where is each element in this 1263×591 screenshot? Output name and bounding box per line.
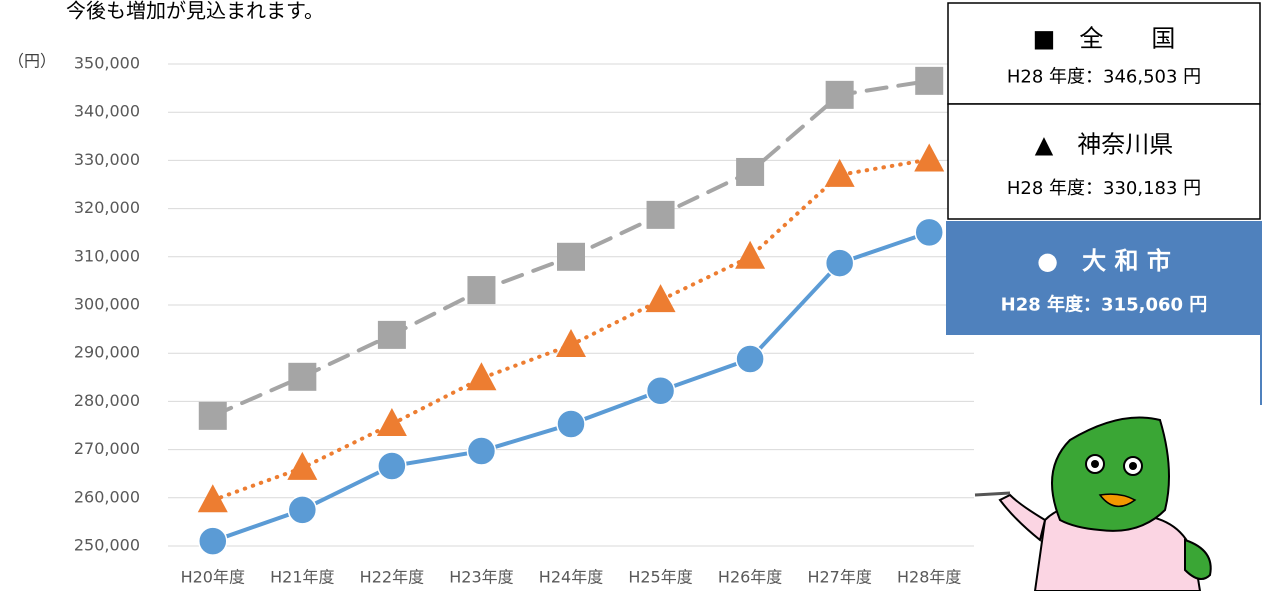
marker bbox=[198, 401, 227, 430]
x-tick-label: H21年度 bbox=[270, 568, 334, 587]
y-tick-label: 270,000 bbox=[74, 439, 140, 458]
marker bbox=[914, 217, 944, 248]
marker bbox=[287, 495, 318, 525]
x-tick-label: H24年度 bbox=[539, 568, 603, 587]
marker bbox=[915, 66, 944, 95]
caption: 今後も増加が見込まれます。 bbox=[66, 0, 324, 23]
x-tick-label: H25年度 bbox=[628, 568, 692, 587]
legend-box bbox=[946, 221, 1262, 335]
marker bbox=[914, 143, 945, 172]
marker bbox=[735, 344, 765, 374]
legend-label: ■ 全 国 bbox=[1033, 24, 1176, 52]
marker bbox=[287, 451, 318, 480]
series-line bbox=[210, 230, 932, 544]
marker bbox=[556, 329, 586, 358]
x-tick-label: H20年度 bbox=[181, 568, 245, 587]
y-tick-label: 350,000 bbox=[74, 54, 140, 73]
y-tick-label: 320,000 bbox=[74, 198, 140, 217]
marker bbox=[556, 409, 586, 439]
x-tick-label: H28年度 bbox=[897, 568, 961, 587]
marker bbox=[557, 242, 585, 271]
x-tick-label: H23年度 bbox=[449, 568, 513, 587]
marker bbox=[466, 362, 497, 391]
marker bbox=[645, 284, 676, 313]
legend-label: ● 大 和 市 bbox=[1037, 247, 1171, 275]
y-tick-label: 250,000 bbox=[74, 536, 140, 555]
marker bbox=[377, 451, 407, 481]
marker bbox=[377, 320, 406, 349]
y-tick-label: 300,000 bbox=[74, 295, 140, 314]
y-tick-label: 260,000 bbox=[74, 487, 140, 506]
marker bbox=[645, 376, 676, 406]
legend-value: H28 年度：315,060 円 bbox=[1001, 293, 1208, 315]
marker bbox=[198, 526, 228, 556]
legend-box bbox=[947, 103, 1261, 220]
marker bbox=[466, 436, 497, 466]
y-tick-label: 340,000 bbox=[74, 102, 140, 121]
marker bbox=[736, 157, 765, 186]
x-tick-label: H26年度 bbox=[718, 568, 782, 587]
marker bbox=[824, 158, 855, 187]
marker bbox=[824, 248, 855, 278]
legend: ■ 全 国 H28 年度：346,503 円 ▲ 神奈川県 H28 年度：330,18… bbox=[946, 2, 1262, 405]
marker bbox=[197, 484, 228, 513]
marker bbox=[467, 276, 496, 305]
marker bbox=[376, 408, 407, 437]
y-tick-label: 310,000 bbox=[74, 246, 140, 265]
x-tick-label: H22年度 bbox=[360, 568, 424, 587]
x-tick-label: H27年度 bbox=[807, 568, 871, 587]
plot-area: 250,000 260,000 270,000 280,000 290,000 300,0… bbox=[74, 54, 974, 587]
marker bbox=[646, 200, 675, 229]
legend-value: H28 年度：330,183 円 bbox=[1007, 178, 1201, 199]
marker bbox=[288, 362, 317, 391]
marker bbox=[735, 240, 766, 269]
y-unit: （円） bbox=[8, 52, 56, 71]
legend-label: ▲ 神奈川県 bbox=[1035, 130, 1173, 158]
y-tick-label: 330,000 bbox=[74, 150, 140, 169]
y-tick-label: 290,000 bbox=[74, 343, 140, 362]
legend-value: H28 年度：346,503 円 bbox=[1007, 67, 1201, 88]
legend-box bbox=[947, 2, 1261, 105]
mascot bbox=[974, 416, 1212, 591]
y-tick-label: 280,000 bbox=[74, 391, 140, 410]
marker bbox=[825, 80, 854, 109]
